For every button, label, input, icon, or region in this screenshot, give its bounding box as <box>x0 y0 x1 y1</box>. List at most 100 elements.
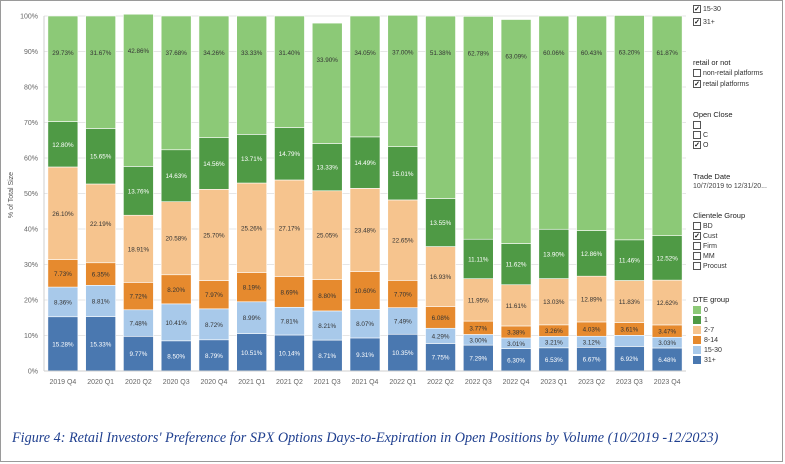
y-tick-label-4: 40% <box>24 227 38 234</box>
bar-0-2023-Q1 <box>538 15 570 230</box>
y-tick-label-0: 0% <box>28 369 38 376</box>
filter-mm[interactable]: MM <box>693 251 715 261</box>
checkbox-close[interactable] <box>693 131 701 139</box>
data-label-0-2023-Q1: 60.06% <box>543 50 565 57</box>
bar-1-2019-Q4 <box>47 121 79 168</box>
legend-swatch-15-30 <box>693 346 701 354</box>
data-label-31+-2023-Q3: 6.92% <box>620 356 638 363</box>
y-tick-label-5: 50% <box>24 191 38 198</box>
bar-31+-2020-Q2 <box>123 336 154 372</box>
data-label-2-7-2022-Q3: 11.95% <box>468 297 489 304</box>
data-label-31+-2022-Q2: 7.75% <box>432 355 450 362</box>
data-label-1-2023-Q1: 13.90% <box>543 251 565 258</box>
filter-open-close-blank[interactable] <box>693 120 703 130</box>
checkbox-15-30[interactable]: ✓ <box>693 5 701 13</box>
bar-0-2021-Q4 <box>349 15 381 138</box>
checkbox-mm[interactable] <box>693 252 701 260</box>
data-label-15-30-2021-Q1: 8.99% <box>243 315 261 322</box>
trade-date-range[interactable]: 10/7/2019 to 12/31/20... <box>693 183 767 190</box>
legend-label-31plus: 31+ <box>704 356 716 364</box>
bar-2-7-2021-Q4 <box>349 188 381 272</box>
bar-1-2020-Q4 <box>198 137 230 190</box>
x-tick-label-15: 2023 Q3 <box>616 379 643 386</box>
bar-8-14-2021-Q2 <box>274 276 305 308</box>
bar-1-2022-Q2 <box>425 198 456 247</box>
data-label-1-2022-Q4: 11.62% <box>506 262 527 269</box>
legend-item-15-30: 15-30 <box>693 345 722 355</box>
data-label-8-14-2021-Q3: 8.80% <box>318 293 336 300</box>
bar-31+-2022-Q1 <box>387 333 419 372</box>
bar-2-7-2023-Q3 <box>614 280 645 323</box>
data-label-8-14-2020-Q3: 8.20% <box>167 287 185 294</box>
checkbox-bd[interactable] <box>693 222 701 230</box>
data-label-0-2023-Q3: 63.20% <box>619 49 641 56</box>
bar-1-2023-Q4 <box>651 235 683 281</box>
bar-15-30-2020-Q4 <box>198 308 230 341</box>
bar-2-7-2023-Q1 <box>538 278 570 326</box>
data-label-31+-2023-Q2: 6.67% <box>583 357 601 364</box>
y-tick-label-8: 80% <box>24 85 38 92</box>
filter-mm-label: MM <box>703 252 715 260</box>
data-label-2-7-2022-Q1: 22.65% <box>392 238 414 245</box>
filter-firm[interactable]: Firm <box>693 241 717 251</box>
bar-8-14-2021-Q1 <box>236 272 268 303</box>
data-label-2-7-2019-Q4: 26.10% <box>52 211 74 218</box>
bar-0-2023-Q4 <box>651 15 683 236</box>
data-label-31+-2023-Q1: 6.53% <box>545 357 563 364</box>
bar-2-7-2023-Q2 <box>576 275 607 323</box>
data-label-31+-2021-Q2: 10.14% <box>279 351 301 358</box>
y-axis-label: % of Total Size <box>8 172 15 218</box>
data-label-1-2021-Q4: 14.49% <box>354 160 376 167</box>
checkbox-retail[interactable]: ✓ <box>693 80 701 88</box>
checkbox-31plus[interactable]: ✓ <box>693 18 701 26</box>
data-label-0-2020-Q1: 31.67% <box>90 50 112 57</box>
checkbox-firm[interactable] <box>693 242 701 250</box>
data-label-2-7-2020-Q3: 20.58% <box>165 236 187 243</box>
legend-label-0: 0 <box>704 306 708 314</box>
data-label-15-30-2021-Q2: 7.81% <box>281 319 299 326</box>
data-label-15-30-2023-Q4: 3.03% <box>658 340 676 347</box>
filter-dte-31plus[interactable]: ✓ 31+ <box>693 17 715 27</box>
data-label-2-7-2021-Q4: 23.48% <box>354 227 376 234</box>
filter-cust[interactable]: ✓ Cust <box>693 231 717 241</box>
x-tick-label-9: 2022 Q1 <box>389 379 416 386</box>
filter-non-retail[interactable]: non-retail platforms <box>693 68 763 78</box>
data-label-1-2023-Q4: 12.52% <box>656 255 678 262</box>
x-tick-label-13: 2023 Q1 <box>540 379 567 386</box>
filter-procust[interactable]: Procust <box>693 261 727 271</box>
data-label-0-2022-Q3: 62.78% <box>468 50 490 57</box>
data-label-2-7-2022-Q4: 11.61% <box>506 303 527 310</box>
filter-close[interactable]: C <box>693 130 708 140</box>
filter-dte-15-30[interactable]: ✓ 15-30 <box>693 4 721 14</box>
x-tick-label-2: 2020 Q2 <box>125 379 152 386</box>
filter-retail-label: retail platforms <box>703 80 749 88</box>
filter-bd[interactable]: BD <box>693 221 713 231</box>
checkbox-open-close-blank[interactable] <box>693 121 701 129</box>
data-label-0-2020-Q3: 37.68% <box>165 50 187 57</box>
bar-1-2020-Q2 <box>123 166 154 216</box>
data-label-31+-2023-Q4: 6.48% <box>658 357 676 364</box>
filter-open[interactable]: ✓ O <box>693 140 708 150</box>
filter-retail[interactable]: ✓ retail platforms <box>693 79 749 89</box>
bar-1-2020-Q3 <box>160 149 192 203</box>
bar-15-30-2021-Q2 <box>274 306 305 336</box>
trade-date-title: Trade Date <box>693 172 731 181</box>
data-label-0-2021-Q3: 33.90% <box>317 57 339 64</box>
checkbox-open[interactable]: ✓ <box>693 141 701 149</box>
checkbox-procust[interactable] <box>693 262 701 270</box>
data-label-8-14-2020-Q2: 7.72% <box>129 294 147 301</box>
bar-8-14-2021-Q4 <box>349 271 381 310</box>
checkbox-non-retail[interactable] <box>693 69 701 77</box>
checkbox-cust[interactable]: ✓ <box>693 232 701 240</box>
x-tick-label-16: 2023 Q4 <box>654 379 681 386</box>
bar-0-2022-Q1 <box>387 14 419 147</box>
filter-non-retail-label: non-retail platforms <box>703 69 763 77</box>
data-label-1-2020-Q1: 15.65% <box>90 154 112 161</box>
data-label-15-30-2020-Q3: 10.41% <box>165 320 187 327</box>
bar-0-2020-Q3 <box>160 15 192 151</box>
data-label-1-2021-Q3: 13.33% <box>317 165 339 172</box>
data-label-8-14-2021-Q4: 10.60% <box>354 288 376 295</box>
bar-0-2022-Q4 <box>500 19 532 244</box>
data-label-15-30-2022-Q4: 3.01% <box>507 341 525 348</box>
